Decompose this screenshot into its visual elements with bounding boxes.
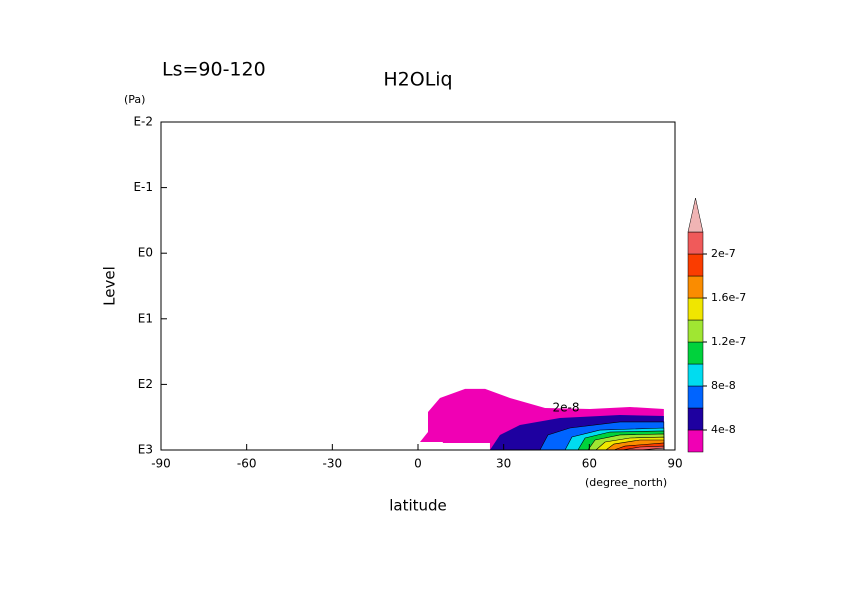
- colorbar-tick-label: 1.2e-7: [711, 335, 746, 348]
- y-tick-label: E-1: [133, 180, 153, 194]
- y-tick-label: E1: [138, 311, 153, 325]
- colorbar-box: [687, 297, 704, 321]
- colorbar-box: [687, 429, 704, 453]
- x-unit: (degree_north): [585, 476, 667, 489]
- y-tick-label: E2: [138, 377, 153, 391]
- colorbar-tick-label: 1.6e-7: [711, 291, 746, 304]
- y-unit: (Pa): [124, 93, 145, 106]
- colorbar-arrow: [687, 197, 704, 233]
- y-axis-label: Level: [101, 266, 119, 306]
- colorbar-box: [687, 363, 704, 387]
- colorbar-tick-label: 2e-7: [711, 247, 736, 260]
- plot-frame: [160, 121, 676, 451]
- x-tick-label: 90: [667, 457, 682, 471]
- colorbar-tick-label: 8e-8: [711, 379, 736, 392]
- x-tick-label: -60: [237, 457, 257, 471]
- contour-label: 2e-8: [553, 401, 580, 415]
- chart-title: H2OLiq: [383, 69, 452, 91]
- colorbar-box: [687, 231, 704, 255]
- x-tick-label: 60: [582, 457, 597, 471]
- x-axis-label: latitude: [389, 497, 447, 515]
- colorbar-box: [687, 341, 704, 365]
- colorbar-tick-label: 4e-8: [711, 423, 736, 436]
- x-tick-label: -90: [151, 457, 171, 471]
- y-tick-label: E3: [138, 443, 153, 457]
- x-tick-label: -30: [323, 457, 343, 471]
- y-tick-label: E-2: [133, 115, 153, 129]
- colorbar-box: [687, 319, 704, 343]
- y-tick-label: E0: [138, 246, 153, 260]
- colorbar-box: [687, 407, 704, 431]
- colorbar-box: [687, 385, 704, 409]
- colorbar-box: [687, 253, 704, 277]
- chart-subtitle: Ls=90-120: [162, 59, 266, 81]
- x-tick-label: 30: [496, 457, 511, 471]
- colorbar-box: [687, 275, 704, 299]
- x-tick-label: 0: [414, 457, 422, 471]
